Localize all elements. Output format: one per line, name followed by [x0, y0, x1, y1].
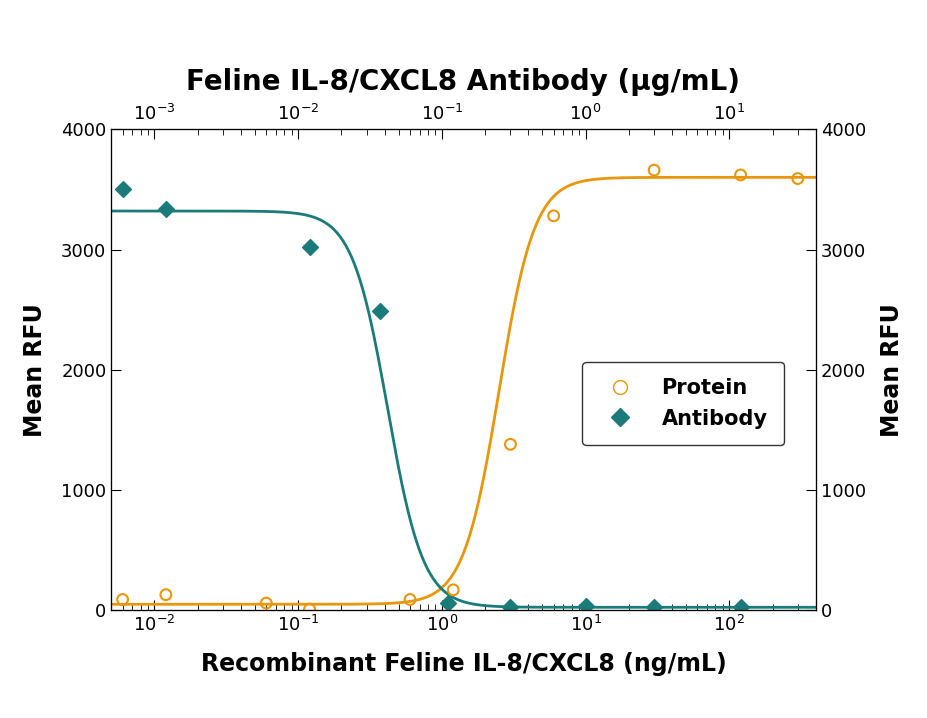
Legend: Protein, Antibody: Protein, Antibody: [582, 362, 784, 445]
Point: [302, 603, 317, 615]
Point: [440, 597, 455, 609]
Point: [159, 203, 173, 215]
Point: [115, 184, 130, 195]
Y-axis label: Mean RFU: Mean RFU: [23, 303, 47, 437]
Point: [578, 600, 593, 612]
Point: [503, 439, 518, 450]
Point: [302, 241, 317, 253]
Point: [647, 601, 662, 612]
Point: [733, 169, 748, 181]
Y-axis label: Mean RFU: Mean RFU: [880, 303, 904, 437]
X-axis label: Recombinant Feline IL-8/CXCL8 (ng/mL): Recombinant Feline IL-8/CXCL8 (ng/mL): [200, 652, 727, 676]
Point: [259, 597, 273, 609]
Point: [503, 601, 518, 612]
Point: [791, 173, 806, 185]
Point: [546, 210, 561, 222]
Point: [402, 594, 417, 605]
Point: [159, 589, 173, 600]
Point: [115, 594, 130, 605]
Point: [446, 584, 461, 596]
Point: [647, 164, 662, 176]
Point: [373, 305, 387, 317]
X-axis label: Feline IL-8/CXCL8 Antibody (μg/mL): Feline IL-8/CXCL8 Antibody (μg/mL): [186, 68, 741, 96]
Point: [733, 601, 748, 612]
